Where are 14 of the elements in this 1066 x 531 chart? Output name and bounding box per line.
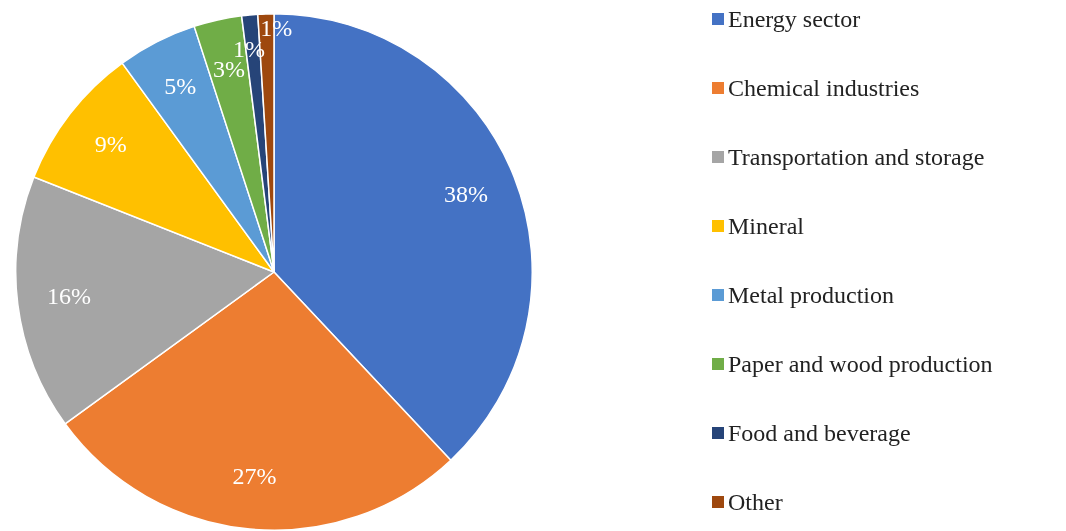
legend-label: Transportation and storage [728,143,985,171]
legend-label: Food and beverage [728,419,911,447]
legend-label: Mineral [728,212,804,240]
data-label: 9% [94,130,127,157]
data-label: 5% [164,73,197,100]
data-label: 16% [47,283,92,310]
legend-label: Other [728,488,783,516]
legend-label: Paper and wood production [728,350,993,378]
data-label: 1% [233,36,266,63]
legend-label: Metal production [728,281,894,309]
data-label: 38% [444,181,489,208]
legend-label: Energy sector [728,5,861,33]
data-label: 27% [232,462,277,489]
legend-label: Chemical industries [728,74,920,102]
